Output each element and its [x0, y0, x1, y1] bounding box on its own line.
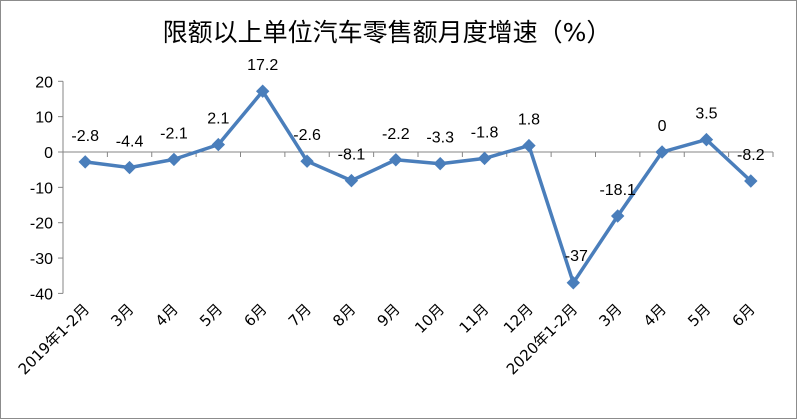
data-label: 0 — [658, 118, 667, 135]
x-tick-label: 3月 — [107, 300, 137, 330]
x-tick-label: 12月 — [500, 300, 537, 337]
data-point-marker — [211, 137, 226, 152]
data-labels: -2.8 -4.4 -2.1 2.1 17.2 -2.6 -8.1 -2.2 -3.3 -1.8 1… — [71, 57, 764, 265]
axes — [62, 81, 773, 294]
x-tick-label: 11月 — [456, 300, 493, 337]
x-tick-label: 9月 — [374, 300, 404, 330]
data-label: 17.2 — [247, 57, 278, 74]
data-point-marker — [699, 132, 714, 147]
data-point-marker — [477, 151, 492, 166]
x-tick-label: 5月 — [196, 300, 226, 330]
data-point-marker — [122, 160, 137, 175]
data-label: 2.1 — [207, 111, 229, 128]
x-axis-ticks: 2019年1-2月 3月 4月 5月 6月 7月 8月 9月 10月 11月 12月2020年1-2… — [15, 152, 774, 378]
data-label: -8.2 — [737, 147, 765, 164]
x-tick-label: 6月 — [729, 300, 759, 330]
data-point-marker — [300, 154, 314, 168]
y-tick-label: 0 — [44, 145, 53, 162]
y-axis-ticks: -40 -30 -20 -10 0 10 20 — [30, 74, 63, 303]
data-point-marker — [744, 174, 758, 188]
data-label: -2.6 — [293, 127, 321, 144]
data-point-marker — [389, 153, 403, 167]
data-point-marker — [566, 276, 581, 290]
x-tick-label: 10月 — [411, 300, 448, 337]
data-label: 1.8 — [518, 112, 540, 129]
data-point-marker — [655, 145, 669, 159]
x-tick-label: 3月 — [595, 300, 625, 330]
x-tick-label: 8月 — [329, 300, 359, 330]
series-line — [84, 89, 752, 285]
data-point-marker — [433, 156, 447, 171]
y-tick-label: 10 — [35, 110, 53, 127]
y-tick-label: 20 — [35, 74, 53, 91]
data-point-marker — [78, 155, 92, 169]
data-label: -2.8 — [71, 128, 99, 145]
data-label: 3.5 — [695, 106, 717, 123]
y-tick-label: -10 — [30, 180, 53, 197]
data-point-marker — [255, 84, 270, 98]
x-tick-label: 2019年1-2月 — [15, 300, 93, 378]
x-tick-label: 4月 — [152, 300, 182, 330]
x-tick-label: 6月 — [240, 300, 270, 330]
data-label: -8.1 — [338, 147, 366, 164]
data-label: -2.1 — [160, 125, 188, 142]
data-label: -37 — [565, 248, 588, 265]
x-tick-label: 4月 — [640, 300, 670, 330]
x-tick-label: 7月 — [285, 300, 315, 330]
chart-title: 限额以上单位汽车零售额月度增速（%） — [163, 18, 612, 47]
data-label: -18.1 — [599, 182, 636, 199]
data-label: -2.2 — [382, 126, 410, 143]
y-tick-label: -40 — [30, 286, 53, 303]
data-point-marker — [522, 138, 536, 153]
x-tick-label: 5月 — [684, 300, 714, 330]
data-point-marker — [610, 209, 625, 223]
y-tick-label: -20 — [30, 216, 53, 233]
data-label: -4.4 — [116, 134, 144, 151]
data-label: -1.8 — [471, 124, 499, 141]
data-label: -3.3 — [426, 130, 454, 147]
y-tick-label: -30 — [30, 251, 53, 268]
data-point-marker — [344, 173, 359, 188]
data-point-marker — [167, 152, 181, 167]
series-group — [78, 84, 758, 290]
